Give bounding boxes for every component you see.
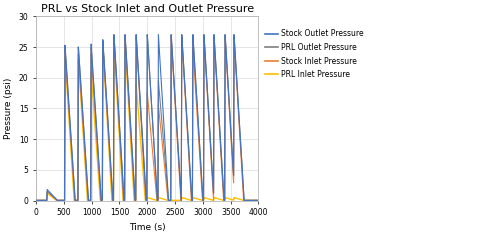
PRL Inlet Pressure bbox=[102, 64, 108, 67]
Stock Outlet Pressure bbox=[167, 199, 172, 202]
Line: PRL Inlet Pressure: PRL Inlet Pressure bbox=[36, 35, 258, 200]
Stock Inlet Pressure bbox=[201, 37, 207, 40]
PRL Outlet Pressure bbox=[170, 75, 176, 78]
Stock Inlet Pressure bbox=[217, 134, 223, 137]
PRL Inlet Pressure bbox=[255, 199, 261, 202]
PRL Inlet Pressure bbox=[217, 134, 223, 137]
Stock Inlet Pressure bbox=[111, 33, 117, 36]
Legend: Stock Outlet Pressure, PRL Outlet Pressure, Stock Inlet Pressure, PRL Inlet Pres: Stock Outlet Pressure, PRL Outlet Pressu… bbox=[264, 29, 364, 79]
PRL Inlet Pressure bbox=[33, 199, 39, 202]
Y-axis label: Pressure (psi): Pressure (psi) bbox=[4, 78, 13, 139]
PRL Outlet Pressure bbox=[167, 199, 172, 202]
PRL Outlet Pressure bbox=[201, 40, 207, 43]
PRL Inlet Pressure bbox=[225, 78, 231, 81]
Stock Outlet Pressure bbox=[33, 199, 39, 202]
PRL Outlet Pressure bbox=[111, 36, 117, 39]
PRL Outlet Pressure bbox=[217, 140, 223, 143]
Stock Outlet Pressure bbox=[255, 199, 261, 202]
X-axis label: Time (s): Time (s) bbox=[129, 223, 166, 232]
Stock Outlet Pressure bbox=[170, 199, 176, 202]
Stock Outlet Pressure bbox=[225, 197, 231, 200]
Stock Inlet Pressure bbox=[255, 199, 261, 202]
Title: PRL vs Stock Inlet and Outlet Pressure: PRL vs Stock Inlet and Outlet Pressure bbox=[41, 4, 254, 14]
Stock Inlet Pressure bbox=[225, 78, 231, 81]
Stock Outlet Pressure bbox=[201, 196, 207, 199]
Line: Stock Inlet Pressure: Stock Inlet Pressure bbox=[36, 35, 258, 200]
Stock Outlet Pressure bbox=[100, 42, 106, 45]
Stock Inlet Pressure bbox=[33, 199, 39, 202]
PRL Inlet Pressure bbox=[201, 37, 207, 40]
Stock Inlet Pressure bbox=[102, 65, 108, 67]
Line: PRL Outlet Pressure: PRL Outlet Pressure bbox=[36, 38, 258, 200]
PRL Inlet Pressure bbox=[167, 199, 172, 202]
Stock Outlet Pressure bbox=[102, 71, 108, 73]
PRL Outlet Pressure bbox=[225, 83, 231, 86]
Stock Inlet Pressure bbox=[170, 71, 176, 73]
PRL Outlet Pressure bbox=[255, 199, 261, 202]
PRL Inlet Pressure bbox=[111, 33, 117, 36]
PRL Inlet Pressure bbox=[170, 71, 176, 73]
Stock Inlet Pressure bbox=[167, 199, 172, 202]
PRL Outlet Pressure bbox=[33, 199, 39, 202]
Stock Outlet Pressure bbox=[217, 198, 223, 201]
Line: Stock Outlet Pressure: Stock Outlet Pressure bbox=[36, 44, 258, 200]
PRL Outlet Pressure bbox=[102, 69, 108, 72]
